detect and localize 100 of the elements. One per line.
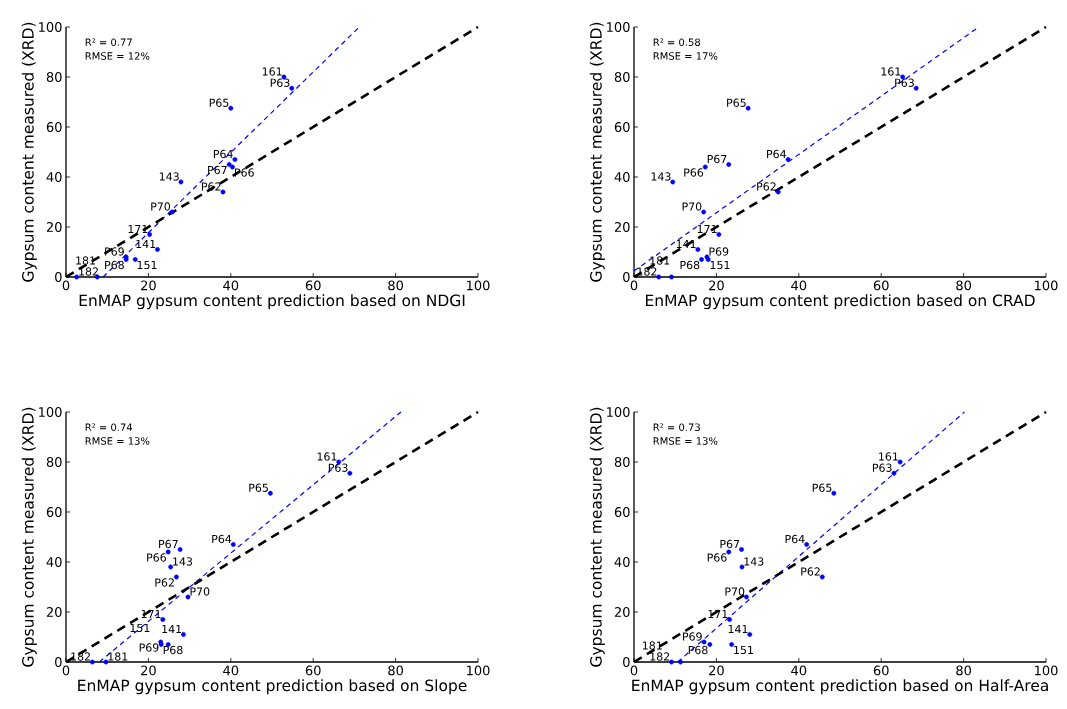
y-tick-label: 60: [46, 507, 62, 517]
x-tick-label: 80: [388, 280, 404, 291]
annotation: P62: [757, 182, 776, 191]
y-tick-label: 0: [623, 272, 630, 282]
annotation: R² = 0.77: [85, 38, 132, 46]
annotation: P63: [895, 78, 914, 87]
annotation: P70: [190, 587, 210, 596]
x-tick-label: 60: [873, 665, 889, 676]
x-tick-label: 40: [223, 665, 239, 676]
annotation: 151: [130, 623, 150, 633]
annotation: P65: [209, 98, 229, 107]
y-tick-label: 40: [46, 172, 62, 182]
annotation: P70: [682, 202, 702, 211]
x-axis-title: EnMAP gypsum content prediction based on CRAD: [646, 294, 1035, 310]
x-tick-label: 20: [709, 665, 724, 676]
y-tick-label: 0: [55, 272, 62, 282]
annotation: P65: [812, 483, 832, 492]
y-axis-title: Gypsum content measured (XRD): [589, 22, 605, 282]
annotation: 181: [108, 652, 128, 661]
y-tick-label: 100: [39, 22, 62, 32]
y-tick-label: 80: [614, 72, 630, 82]
annotation: R² = 0.73: [653, 423, 700, 432]
annotation: P62: [155, 578, 174, 587]
x-tick-label: 40: [791, 665, 807, 676]
annotation: P62: [801, 567, 820, 576]
annotation: 181: [642, 641, 662, 650]
annotation: P64: [767, 149, 786, 159]
annotation: 143: [744, 557, 764, 566]
x-tick-label: 100: [467, 665, 490, 676]
y-tick-label: 100: [39, 407, 62, 417]
y-tick-label: 60: [46, 122, 62, 132]
annotation: P68: [105, 260, 124, 270]
y-tick-label: 40: [614, 557, 630, 567]
x-axis-title: EnMAP gypsum content prediction based on Slope: [78, 679, 467, 695]
annotation: P66: [147, 553, 166, 562]
annotation: 182: [650, 652, 670, 661]
annotation: P64: [212, 534, 232, 544]
annotation: RMSE = 17%: [653, 52, 718, 60]
annotation: P68: [680, 260, 700, 270]
annotation: P66: [684, 168, 704, 177]
x-tick-label: 40: [791, 280, 807, 291]
y-tick-label: 40: [614, 172, 630, 182]
annotation: P68: [688, 645, 708, 655]
x-tick-label: 60: [873, 280, 889, 291]
annotation: 143: [173, 557, 193, 566]
annotation: 171: [697, 224, 717, 233]
annotation: P64: [213, 149, 233, 159]
y-tick-label: 20: [614, 222, 630, 232]
y-tick-label: 60: [614, 507, 630, 517]
annotation: P65: [727, 98, 746, 107]
annotation: R² = 0.74: [85, 423, 133, 432]
annotation: P64: [785, 534, 805, 544]
annotation: 161: [262, 67, 282, 76]
y-tick-label: 20: [614, 607, 630, 617]
y-tick-label: 100: [607, 22, 630, 32]
x-tick-label: 100: [467, 280, 490, 291]
x-tick-label: 40: [223, 280, 239, 291]
annotation: P69: [709, 247, 729, 256]
y-tick-label: 100: [607, 407, 630, 417]
annotation: 161: [317, 452, 337, 461]
annotation: 143: [159, 172, 179, 181]
annotation: 182: [71, 652, 90, 661]
x-tick-label: 80: [388, 665, 404, 676]
y-tick-label: 80: [46, 72, 62, 82]
annotation: P67: [707, 154, 727, 164]
x-tick-label: 100: [1035, 665, 1058, 676]
x-tick-label: 100: [1035, 280, 1058, 291]
annotation: 141: [136, 239, 156, 248]
annotation: 161: [881, 67, 901, 76]
x-tick-label: 20: [709, 280, 724, 291]
x-tick-label: 60: [305, 665, 321, 676]
y-tick-label: 60: [614, 122, 630, 132]
x-tick-label: 0: [62, 280, 70, 291]
x-tick-label: 0: [62, 665, 70, 676]
x-tick-label: 0: [630, 280, 638, 291]
y-tick-label: 20: [46, 222, 62, 232]
x-tick-label: 0: [630, 665, 638, 676]
x-tick-label: 20: [141, 280, 156, 291]
y-tick-label: 40: [46, 557, 62, 567]
annotation: RMSE = 12%: [85, 52, 150, 60]
y-tick-label: 0: [55, 657, 62, 667]
annotation: P68: [163, 645, 183, 655]
y-axis-title: Gypsum content measured (XRD): [21, 22, 37, 282]
annotation: P63: [328, 463, 348, 472]
annotation: P69: [683, 632, 702, 641]
annotation: P70: [151, 202, 171, 211]
annotation: P69: [139, 643, 159, 652]
annotation: RMSE = 13%: [85, 437, 150, 445]
x-tick-label: 20: [141, 665, 156, 676]
annotation: P67: [208, 165, 227, 175]
annotation: 171: [141, 609, 161, 619]
annotation: 151: [734, 645, 753, 655]
annotation: P67: [720, 539, 740, 549]
annotation: 141: [728, 624, 748, 634]
x-axis-title: EnMAP gypsum content prediction based on NDGI: [79, 294, 465, 310]
annotation: R² = 0.58: [653, 38, 701, 46]
y-axis-title: Gypsum content measured (XRD): [21, 407, 37, 667]
annotation: 151: [710, 260, 730, 270]
annotation: P67: [159, 539, 178, 549]
x-tick-label: 60: [305, 280, 321, 291]
